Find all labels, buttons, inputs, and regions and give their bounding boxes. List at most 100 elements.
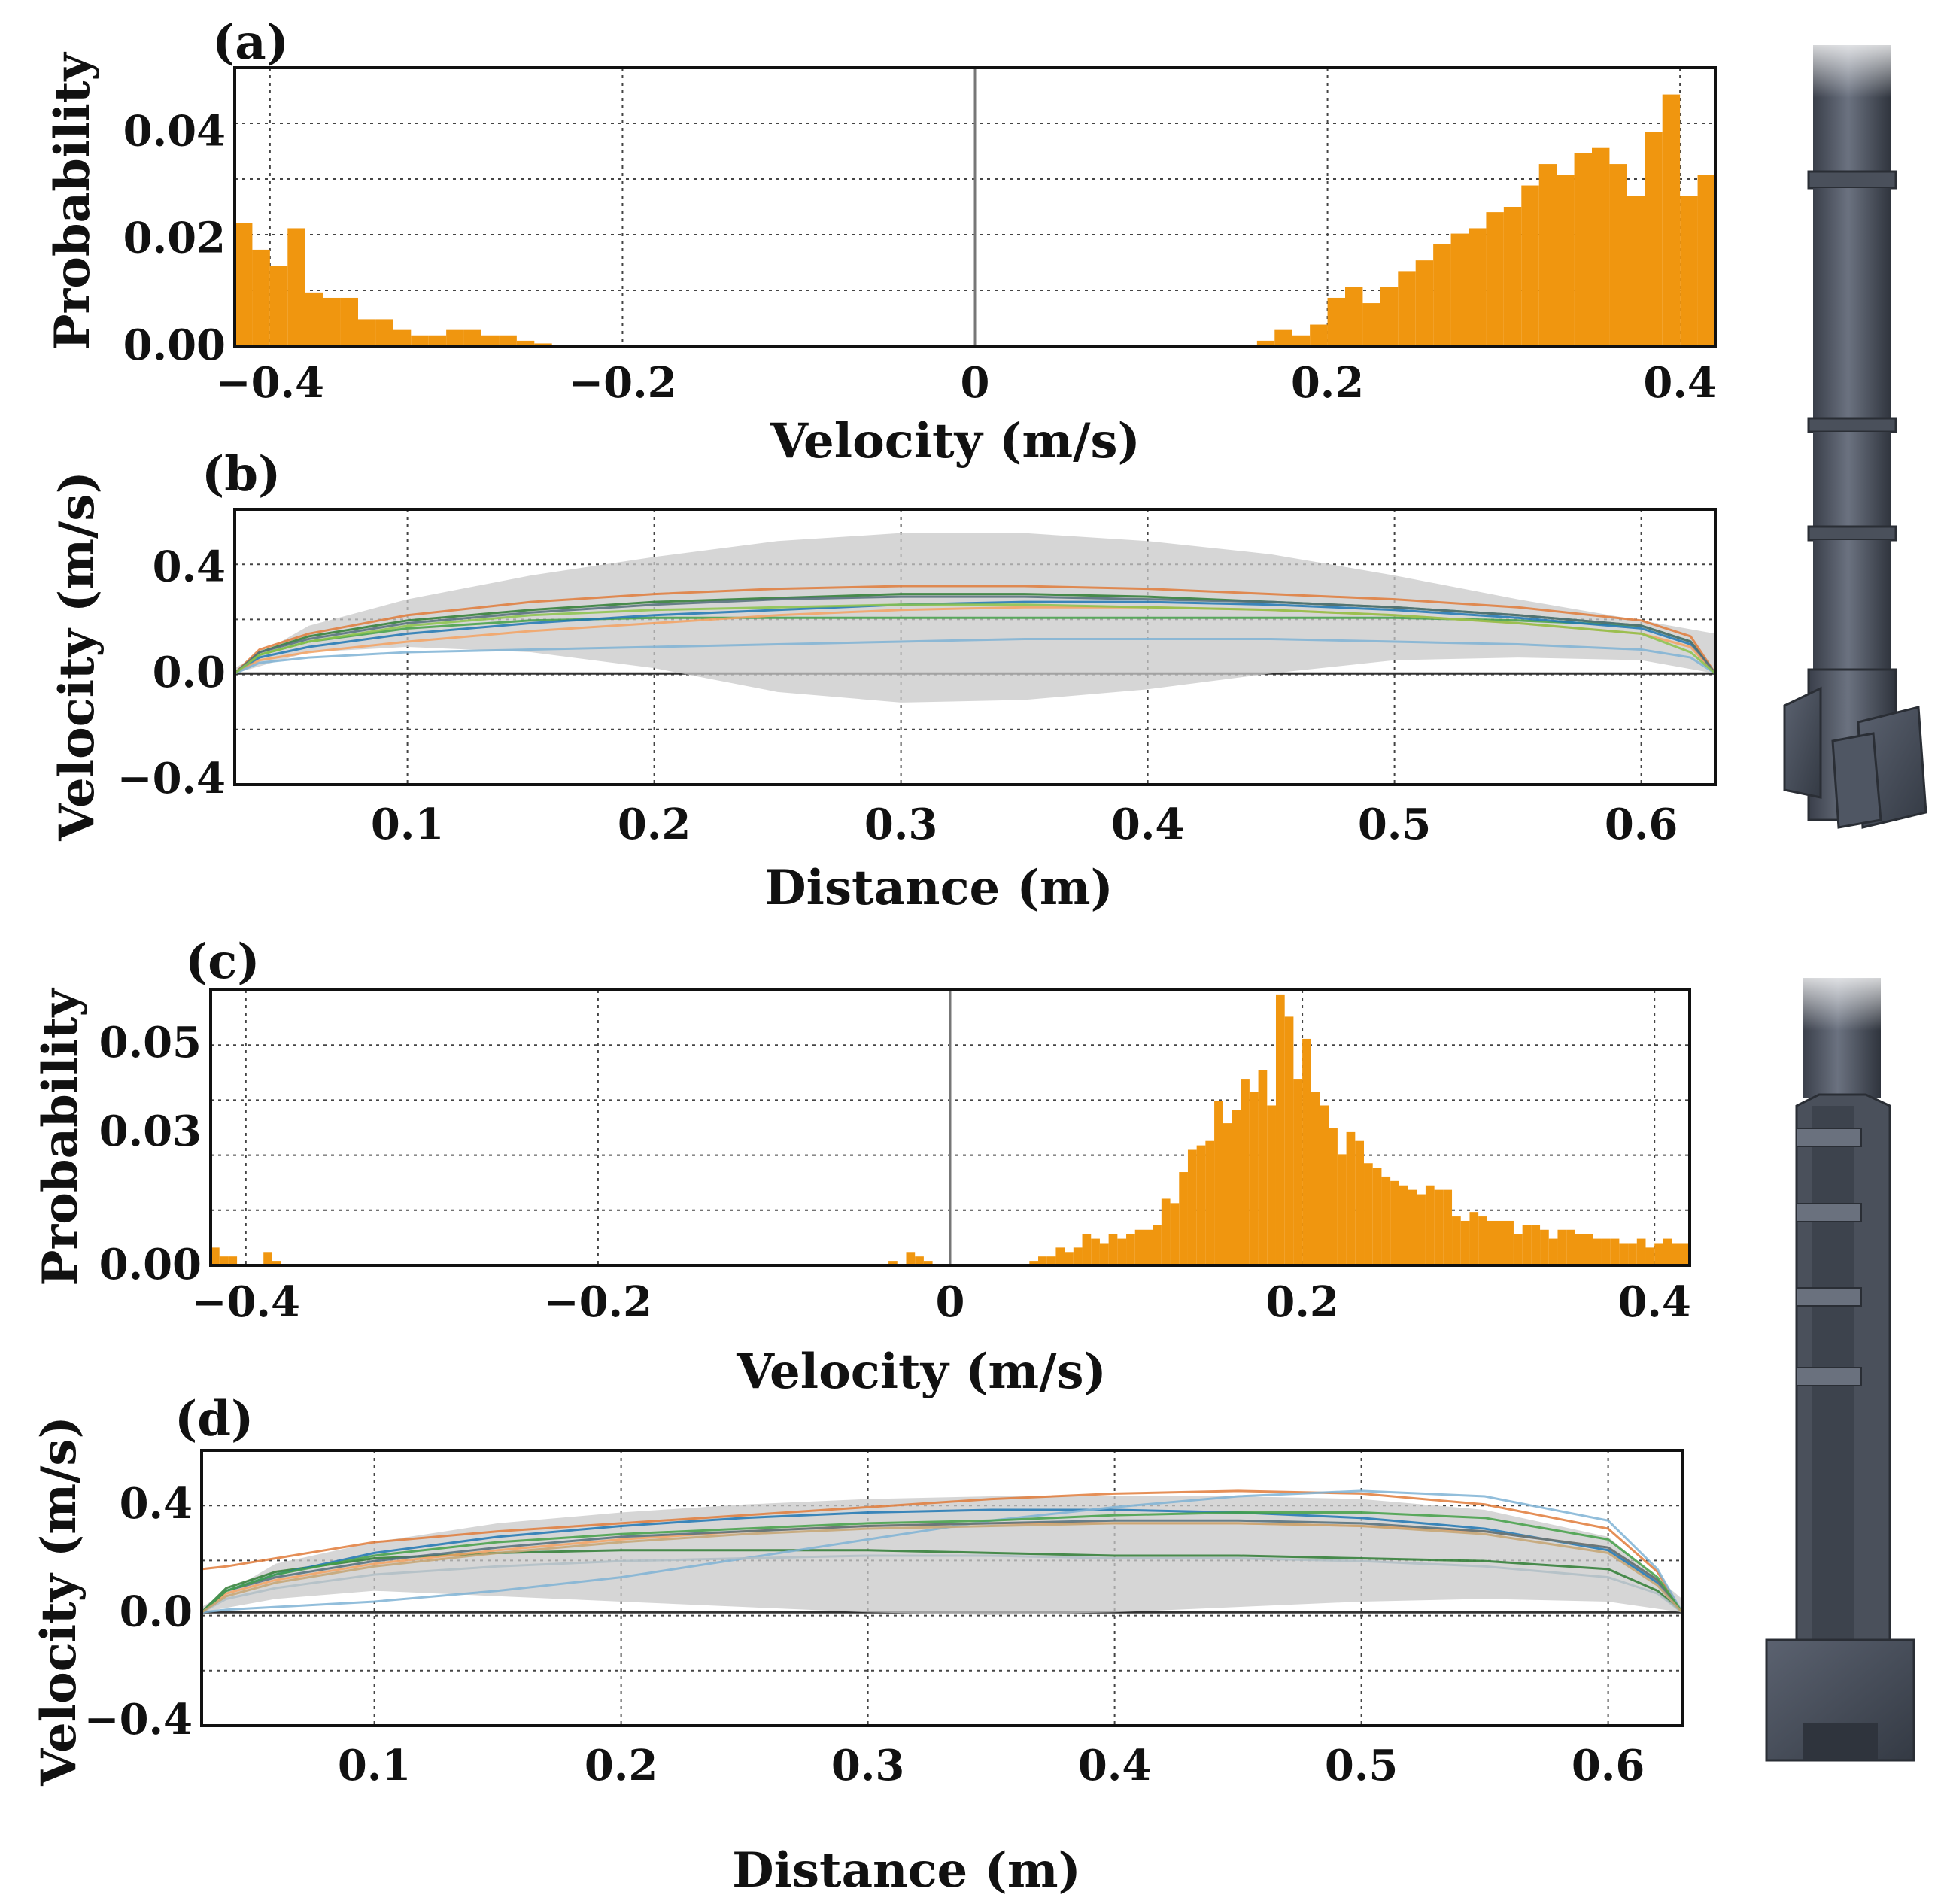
panel-a: (a) −0.4 −0.2 0 0.2 0.4 0.00 0.02 0.04 Velocity… bbox=[44, 14, 1717, 469]
x-tick-label: 0.4 bbox=[1111, 800, 1184, 849]
histogram-bar bbox=[1592, 147, 1610, 346]
histogram-bar bbox=[1557, 1229, 1567, 1265]
histogram-bar bbox=[1134, 1229, 1144, 1265]
y-tick-label: −0.4 bbox=[84, 1695, 193, 1745]
velocity-series-line bbox=[234, 600, 1717, 675]
impeller-1-collar-3 bbox=[1807, 525, 1897, 542]
plot-frame bbox=[233, 66, 1717, 348]
histogram-bar bbox=[1249, 1092, 1259, 1265]
histogram-bar bbox=[1531, 1225, 1541, 1265]
impeller-1-blade-left bbox=[1783, 686, 1822, 799]
histogram-bar bbox=[1478, 1216, 1487, 1265]
histogram-bar bbox=[1241, 1079, 1250, 1265]
histogram-bar bbox=[1345, 287, 1363, 346]
histogram-bar bbox=[915, 1256, 924, 1265]
impeller-2-slot-3 bbox=[1796, 1287, 1862, 1307]
histogram-bar bbox=[1398, 271, 1416, 346]
histogram-bar bbox=[1593, 1238, 1602, 1265]
histogram-bar bbox=[1548, 1238, 1558, 1265]
histogram-bar bbox=[1346, 1131, 1356, 1265]
histogram-bar bbox=[1232, 1110, 1241, 1265]
panel-label-d: (d) bbox=[175, 1391, 254, 1447]
histogram-bar bbox=[305, 292, 323, 346]
histogram-bar bbox=[1302, 1038, 1311, 1265]
histogram-bar bbox=[1672, 1243, 1681, 1265]
histogram-bar bbox=[1144, 1229, 1153, 1265]
histogram-bar bbox=[1415, 260, 1434, 346]
histogram-bar bbox=[1293, 1079, 1303, 1265]
panel-d: (d) 0.1 0.2 0.3 0.4 0.5 0.6 −0.4 0.0 0.4 Distanc… bbox=[31, 1391, 1684, 1899]
histogram-bar bbox=[1214, 1101, 1223, 1265]
x-tick-label: 0.1 bbox=[371, 800, 444, 849]
histogram-bar bbox=[1503, 207, 1522, 346]
histogram-bar bbox=[1073, 1247, 1083, 1265]
histogram-bar bbox=[1329, 1128, 1338, 1265]
x-tick-label: 0.5 bbox=[1325, 1741, 1398, 1790]
histogram-bar bbox=[411, 335, 429, 346]
impeller-1-shaft-mid bbox=[1813, 188, 1891, 421]
histogram-bar bbox=[1065, 1252, 1074, 1265]
impeller-1-collar-1 bbox=[1807, 170, 1897, 190]
y-axis-title-b: Velocity (m/s) bbox=[49, 471, 105, 842]
x-tick-label: −0.2 bbox=[568, 358, 676, 408]
panel-label-b: (b) bbox=[202, 446, 281, 503]
histogram-bar bbox=[1390, 1180, 1399, 1265]
histogram-bar bbox=[269, 266, 288, 346]
histogram-bar bbox=[1364, 1163, 1373, 1265]
histogram-bar bbox=[211, 1247, 220, 1265]
histogram-bar bbox=[1513, 1234, 1523, 1265]
histogram-bar bbox=[235, 223, 253, 346]
histogram-bar bbox=[272, 1261, 281, 1265]
histogram-bar bbox=[252, 249, 270, 346]
histogram-bar bbox=[1417, 1194, 1426, 1265]
velocity-series-line bbox=[234, 603, 1716, 675]
impeller-2-slot-4 bbox=[1796, 1367, 1862, 1386]
histogram-bar bbox=[1609, 164, 1627, 346]
histogram-bar bbox=[1108, 1234, 1118, 1265]
histogram-bar bbox=[1496, 1220, 1505, 1265]
y-tick-label: 0.03 bbox=[99, 1107, 202, 1156]
impeller-illustration-2 bbox=[1765, 970, 1915, 1762]
histogram-bar bbox=[1170, 1203, 1180, 1265]
histogram-bar bbox=[1179, 1172, 1188, 1265]
histogram-bar bbox=[287, 228, 305, 346]
x-axis-title-a: Velocity (m/s) bbox=[770, 413, 1141, 469]
histogram-bar bbox=[1311, 1092, 1320, 1265]
velocity-profile-b-plot: 0.1 0.2 0.3 0.4 0.5 0.6 −0.4 0.0 0.4 bbox=[117, 508, 1717, 849]
impeller-1-blade-front bbox=[1831, 732, 1882, 829]
x-tick-label: 0.4 bbox=[1617, 1277, 1690, 1327]
histogram-bar bbox=[1681, 1243, 1690, 1265]
x-tick-label: 0.4 bbox=[1078, 1741, 1151, 1790]
histogram-bar bbox=[1505, 1220, 1514, 1265]
impeller-2-base-notch bbox=[1803, 1723, 1878, 1760]
histogram-bar bbox=[1628, 1243, 1637, 1265]
histogram-bar bbox=[1627, 196, 1645, 346]
histogram-bar bbox=[1284, 1016, 1294, 1265]
histogram-bar bbox=[1153, 1225, 1162, 1265]
velocity-series-line bbox=[233, 585, 1717, 675]
histogram-bar bbox=[1161, 1198, 1171, 1265]
x-tick-label: 0.2 bbox=[618, 800, 691, 849]
x-tick-label: 0.2 bbox=[1291, 358, 1364, 408]
histogram-bar bbox=[1380, 287, 1399, 346]
y-tick-label: 0.02 bbox=[123, 214, 226, 263]
y-tick-label: 0.0 bbox=[120, 1587, 193, 1636]
histogram-bar bbox=[1662, 94, 1681, 347]
x-axis-title-b: Distance (m) bbox=[764, 860, 1113, 916]
y-tick-label: 0.0 bbox=[153, 648, 226, 697]
histogram-bar bbox=[1654, 1243, 1663, 1265]
y-tick-label: 0.4 bbox=[120, 1479, 193, 1529]
histogram-bar bbox=[1117, 1238, 1127, 1265]
histogram-bar bbox=[1355, 1140, 1365, 1265]
impeller-2-top-fade bbox=[1791, 970, 1896, 1031]
histogram-bar bbox=[340, 297, 358, 346]
histogram-bar bbox=[516, 340, 535, 346]
y-axis-title-d: Velocity (m/s) bbox=[31, 1416, 87, 1787]
histogram-bar bbox=[1196, 1145, 1206, 1265]
panel-c: (c) −0.4 −0.2 0 0.2 0.4 0.00 0.03 0.05 Velocity… bbox=[32, 934, 1691, 1400]
histogram-bar bbox=[1486, 212, 1504, 346]
impeller-1-shaft-bottom bbox=[1813, 540, 1891, 676]
x-tick-label: 0.6 bbox=[1605, 800, 1678, 849]
histogram-bar bbox=[1540, 1229, 1549, 1265]
